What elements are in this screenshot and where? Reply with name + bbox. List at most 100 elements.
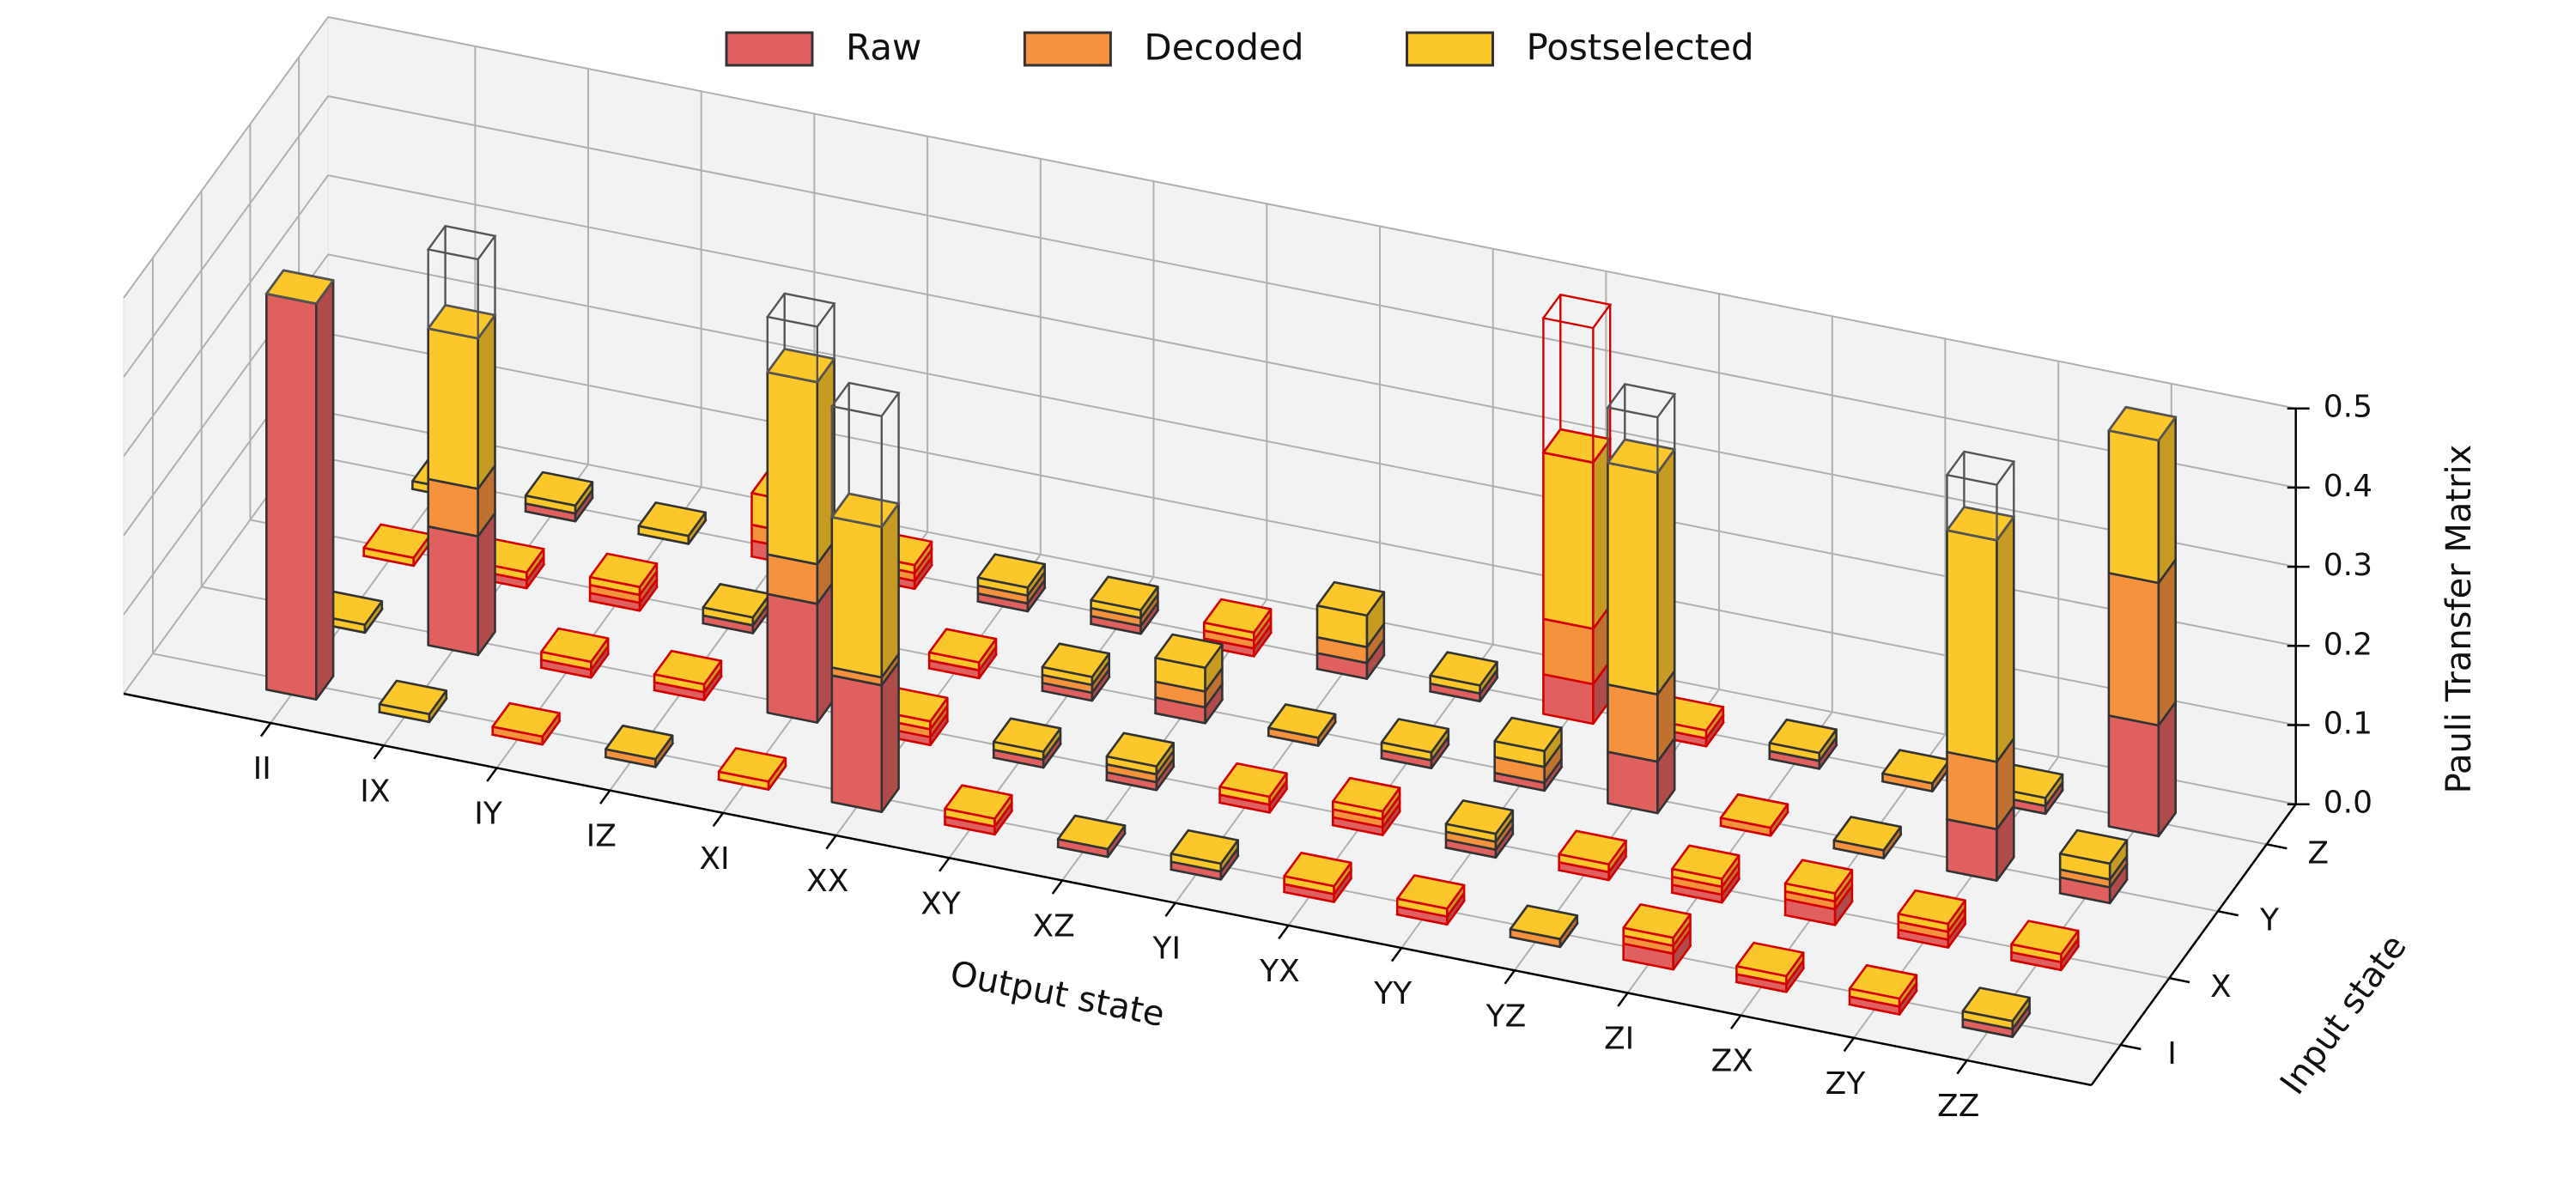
bar-segment xyxy=(927,628,998,671)
bar-segment xyxy=(1429,651,1498,695)
bar-face xyxy=(1558,829,1627,865)
ideal-bar xyxy=(1541,293,1613,464)
bar-segment xyxy=(653,649,723,694)
bar-segment xyxy=(1056,814,1127,851)
bar-face xyxy=(1961,986,2031,1023)
bar-face xyxy=(2010,920,2080,956)
x-axis-label: Output state xyxy=(947,954,1168,1035)
y-tick xyxy=(2266,843,2287,850)
legend-swatch xyxy=(1023,31,1112,67)
bar-segment xyxy=(717,747,787,791)
bar-face xyxy=(830,674,884,813)
bar-face xyxy=(427,525,479,657)
x-tick-label: II xyxy=(253,751,271,786)
bar-face xyxy=(1105,732,1175,768)
x-tick-label: ZY xyxy=(1826,1066,1867,1102)
bar-face xyxy=(1493,716,1563,753)
z-tick-label: 0.5 xyxy=(2324,390,2372,425)
x-tick xyxy=(1729,1014,1742,1029)
bar-segment xyxy=(1267,703,1337,739)
bar-face xyxy=(830,516,884,679)
bar-face xyxy=(2107,429,2160,585)
z-axis-label: Pauli Transfer Matrix xyxy=(2439,445,2479,794)
x-tick-label: ZZ xyxy=(1937,1089,1979,1124)
bar-segment xyxy=(491,701,561,738)
bar-face xyxy=(315,279,335,701)
x-tick xyxy=(1617,992,1629,1007)
bar-segment xyxy=(1203,598,1273,642)
bar-face xyxy=(1607,683,1659,763)
bar-face xyxy=(2157,558,2177,727)
x-tick-label: ZI xyxy=(1604,1021,1634,1056)
bar-face xyxy=(1332,776,1401,813)
bar-segment xyxy=(1783,859,1854,903)
ideal-outline xyxy=(829,381,901,529)
x-tick-label: IZ xyxy=(586,819,617,854)
legend-label: Raw xyxy=(846,27,921,69)
bar-segment xyxy=(1218,762,1288,806)
y-tick-label: X xyxy=(2210,969,2232,1005)
bar-segment xyxy=(1671,844,1741,889)
ideal-bar xyxy=(1945,450,2016,542)
ideal-outline xyxy=(2106,405,2178,442)
bar-face xyxy=(976,553,1046,589)
ideal-bar xyxy=(264,269,336,306)
bar-segment xyxy=(1170,829,1239,873)
bar-face xyxy=(1429,651,1498,687)
bar-face xyxy=(1542,451,1595,630)
bar-face xyxy=(1768,718,1838,755)
bar-segment xyxy=(265,269,335,701)
bar-face xyxy=(1396,874,1466,910)
bar-face xyxy=(1154,633,1224,670)
bar-face xyxy=(1203,598,1273,634)
legend-swatch xyxy=(1406,31,1494,67)
bar-segment xyxy=(540,627,610,671)
ideal-outline xyxy=(426,224,497,340)
bar-segment xyxy=(1283,852,1352,895)
z-tick-label: 0.2 xyxy=(2324,627,2372,662)
x-tick xyxy=(1504,969,1516,985)
bar-face xyxy=(540,627,610,664)
bar-face xyxy=(1090,575,1159,611)
x-tick xyxy=(1390,947,1403,962)
bar-face xyxy=(880,502,900,679)
bar-face xyxy=(588,552,659,588)
x-tick-label: YY xyxy=(1373,976,1413,1011)
x-tick xyxy=(1843,1037,1856,1053)
bar-face xyxy=(1607,461,1659,696)
legend-swatch xyxy=(725,31,814,67)
bar-face xyxy=(2157,416,2177,585)
x-tick xyxy=(486,767,498,782)
bar-face xyxy=(378,679,448,715)
y-tick-label: Z xyxy=(2307,835,2329,871)
x-tick xyxy=(1051,879,1064,895)
y-axis-line xyxy=(2090,803,2297,1086)
x-tick xyxy=(1278,925,1290,940)
x-tick xyxy=(712,812,725,828)
bar-face xyxy=(1719,793,1789,829)
bar-segment xyxy=(1897,889,1966,933)
bar-segment xyxy=(1332,776,1401,821)
ideal-bar xyxy=(829,381,901,529)
z-tick-label: 0.0 xyxy=(2324,786,2372,821)
bar-face xyxy=(1783,859,1854,895)
bar-face xyxy=(2058,829,2129,865)
bar-face xyxy=(992,717,1062,753)
z-tick-label: 0.4 xyxy=(2324,469,2372,504)
bar-segment xyxy=(378,679,448,724)
x-tick xyxy=(373,744,385,760)
bar-segment xyxy=(637,501,707,545)
ideal-outline xyxy=(264,269,336,306)
bar-segment xyxy=(1509,904,1579,940)
bar-segment xyxy=(524,470,594,515)
y-tick xyxy=(2169,976,2190,984)
y-tick xyxy=(2217,910,2239,917)
ideal-outline xyxy=(1945,450,2016,542)
bar-face xyxy=(1170,829,1239,865)
ideal-bar xyxy=(1606,382,1677,475)
bar-segment xyxy=(766,348,835,566)
bar-face xyxy=(766,592,819,724)
bar-face xyxy=(477,313,496,490)
bar-segment xyxy=(2058,829,2129,881)
bar-face xyxy=(2107,714,2160,838)
